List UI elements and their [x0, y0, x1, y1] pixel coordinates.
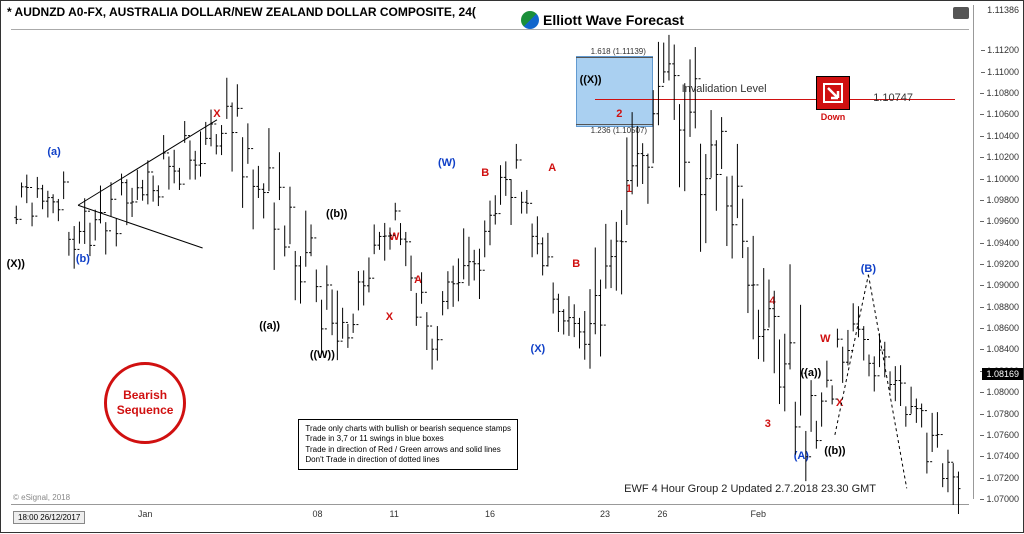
last-price-tag: 1.08169: [982, 368, 1023, 380]
wave-label: (B): [861, 263, 876, 275]
ytick: 1.09800: [986, 195, 1019, 205]
ytick: 1.10200: [986, 152, 1019, 162]
wave-label: (A): [794, 450, 809, 462]
wave-label: X: [836, 397, 843, 409]
ytick: 1.09200: [986, 259, 1019, 269]
ytick: 1.09000: [986, 280, 1019, 290]
wave-label: ((a)): [801, 367, 822, 379]
wave-label: ((W)): [310, 349, 335, 361]
ytick: 1.08800: [986, 302, 1019, 312]
x-axis: Jan 08 11 16 23 26 Feb: [11, 504, 969, 532]
ytick: 1.07800: [986, 409, 1019, 419]
wave-label: (X)): [7, 258, 25, 270]
chart-container: * AUDNZD A0-FX, AUSTRALIA DOLLAR/NEW ZEA…: [0, 0, 1024, 533]
wave-label: B: [481, 167, 489, 179]
xtick: Jan: [138, 509, 153, 519]
snapshot-icon[interactable]: [953, 7, 969, 19]
copyright-text: © eSignal, 2018: [13, 493, 70, 502]
wave-label: W: [820, 333, 830, 345]
wave-label: 3: [765, 418, 771, 430]
brand-logo: Elliott Wave Forecast: [521, 11, 684, 29]
ytick: 1.11200: [987, 45, 1019, 55]
wave-label: (X): [531, 343, 546, 355]
y-axis: 1.11200 1.11000 1.10800 1.10600 1.10400 1.102…: [973, 5, 1023, 499]
ytick: 1.08600: [986, 323, 1019, 333]
ytick: 1.10600: [986, 109, 1019, 119]
ytick: 1.10400: [986, 131, 1019, 141]
wave-label: 4: [770, 295, 776, 307]
wave-label: (a): [47, 146, 60, 158]
invalidation-price: 1.10747: [873, 92, 913, 104]
wave-label: A: [414, 274, 422, 286]
xtick: 23: [600, 509, 610, 519]
update-footer: EWF 4 Hour Group 2 Updated 2.7.2018 23.3…: [624, 483, 876, 495]
sequence-stamp: BearishSequence: [104, 362, 186, 444]
wave-label: ((b)): [824, 445, 845, 457]
brand-text: Elliott Wave Forecast: [543, 12, 684, 28]
wave-label: 2: [616, 108, 622, 120]
ytick: 1.07000: [986, 494, 1019, 504]
down-arrow-icon: [816, 76, 850, 110]
fib-line: [576, 124, 653, 125]
ytick: 1.08400: [986, 344, 1019, 354]
wave-label: X: [386, 311, 393, 323]
logo-icon: [521, 11, 539, 29]
xtick: 16: [485, 509, 495, 519]
ytick: 1.11000: [987, 67, 1019, 77]
ytick: 1.10800: [986, 88, 1019, 98]
wave-label: (W): [438, 157, 456, 169]
trading-rules-box: Trade only charts with bullish or bearis…: [298, 419, 518, 471]
xtick: 26: [657, 509, 667, 519]
ytick: 1.07200: [986, 473, 1019, 483]
wave-label: (b): [76, 253, 90, 265]
fib-line: [576, 57, 653, 58]
ytick: 1.07600: [986, 430, 1019, 440]
xtick: 11: [390, 509, 399, 519]
down-arrow-label: Down: [821, 112, 846, 122]
ytick: 1.10000: [986, 174, 1019, 184]
wave-label: 1: [626, 183, 632, 195]
wave-label: A: [548, 162, 556, 174]
wave-label: X: [213, 108, 220, 120]
xtick: 08: [313, 509, 323, 519]
chart-title: * AUDNZD A0-FX, AUSTRALIA DOLLAR/NEW ZEA…: [7, 5, 476, 19]
wave-label: W: [389, 231, 399, 243]
fib-label: 1.236 (1.10507): [591, 126, 648, 135]
invalidation-label: Invalidation Level: [682, 83, 767, 95]
ytick: 1.09400: [986, 238, 1019, 248]
fib-label: 1.618 (1.11139): [591, 47, 646, 56]
wave-label: ((b)): [326, 208, 347, 220]
blue-box-target: [576, 56, 653, 128]
wave-label: ((a)): [259, 320, 280, 332]
ytick: 1.08000: [986, 387, 1019, 397]
xtick: Feb: [750, 509, 766, 519]
wave-label: ((X)): [580, 74, 602, 86]
ytick: 1.09600: [986, 216, 1019, 226]
ytick: 1.07400: [986, 451, 1019, 461]
wave-label: B: [572, 258, 580, 270]
xaxis-timestamp-box: 18:00 26/12/2017: [13, 511, 85, 524]
